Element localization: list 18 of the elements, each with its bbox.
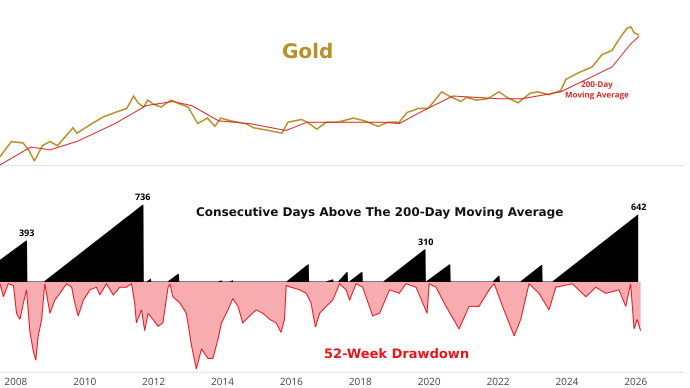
x-tick-label: 2020 xyxy=(418,374,441,388)
x-tick-label: 2010 xyxy=(73,374,96,388)
data-label: 393 xyxy=(19,226,34,239)
text: 52-Week Drawdown xyxy=(324,347,470,362)
data-label: 310 xyxy=(418,235,434,248)
x-tick-label: 2026 xyxy=(624,374,648,388)
x-tick-label: 2008 xyxy=(4,374,28,388)
x-tick-label: 2016 xyxy=(280,374,304,388)
data-label: 736 xyxy=(135,190,150,203)
x-tick-label: 2022 xyxy=(486,374,510,388)
x-tick-label: 2018 xyxy=(348,374,372,388)
data-label: 642 xyxy=(631,200,646,213)
series-label: 200-Day Moving Average xyxy=(565,79,630,100)
x-tick-label: 2024 xyxy=(555,374,579,388)
x-tick-label: 2012 xyxy=(142,374,166,388)
text: Gold xyxy=(282,39,334,63)
x-tick-label: 2014 xyxy=(211,374,234,388)
text: Consecutive Days Above The 200-Day Moving Average xyxy=(196,205,564,219)
